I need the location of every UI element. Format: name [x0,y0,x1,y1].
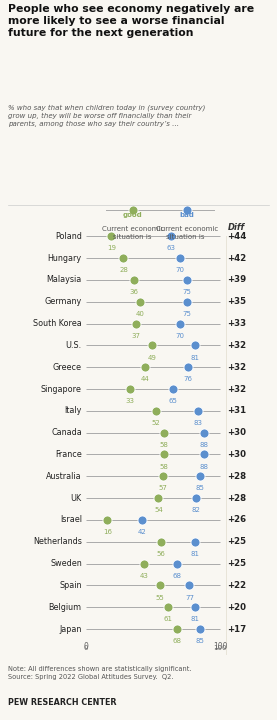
Text: Poland: Poland [55,232,82,240]
Text: 75: 75 [182,289,191,295]
Text: 19: 19 [107,246,116,251]
Text: 54: 54 [154,508,163,513]
Text: Germany: Germany [45,297,82,306]
Text: Hungary: Hungary [48,253,82,263]
Text: Note: All differences shown are statistically significant.
Source: Spring 2022 G: Note: All differences shown are statisti… [8,666,192,680]
Text: UK: UK [71,494,82,503]
Text: 49: 49 [147,354,156,361]
Text: 63: 63 [166,246,175,251]
Text: +32: +32 [227,363,246,372]
Text: 85: 85 [196,638,205,644]
Text: +31: +31 [227,406,246,415]
Text: 55: 55 [155,595,164,600]
Text: 28: 28 [119,267,128,274]
Text: 70: 70 [176,333,184,338]
Text: 65: 65 [169,398,178,404]
Text: +25: +25 [227,559,246,568]
Text: 0: 0 [84,645,88,652]
Text: 75: 75 [182,311,191,317]
Text: 81: 81 [190,551,199,557]
Text: Spain: Spain [59,581,82,590]
Text: 88: 88 [200,442,209,448]
Text: +25: +25 [227,537,246,546]
Text: 100: 100 [214,645,227,652]
Text: 42: 42 [138,529,147,535]
Text: +44: +44 [227,232,246,240]
Text: 68: 68 [173,572,182,579]
Text: Netherlands: Netherlands [33,537,82,546]
Text: People who see economy negatively are
more likely to see a worse financial
futur: People who see economy negatively are mo… [8,4,255,37]
Text: 43: 43 [139,572,148,579]
Text: 88: 88 [200,464,209,469]
Text: +30: +30 [227,450,246,459]
Text: +42: +42 [227,253,246,263]
Text: 56: 56 [157,551,166,557]
Text: Diff: Diff [228,223,245,232]
Text: 82: 82 [192,508,201,513]
Text: Belgium: Belgium [49,603,82,612]
Text: 76: 76 [184,377,193,382]
Text: Current economic
situation is: Current economic situation is [156,227,218,240]
Text: 61: 61 [163,616,172,622]
Text: 70: 70 [176,267,184,274]
Text: 81: 81 [190,354,199,361]
Text: 68: 68 [173,638,182,644]
Text: Italy: Italy [64,406,82,415]
Text: Malaysia: Malaysia [47,276,82,284]
Text: 83: 83 [193,420,202,426]
Text: +26: +26 [227,516,246,524]
Text: 0: 0 [83,642,88,651]
Text: 58: 58 [160,464,168,469]
Text: good: good [123,212,143,218]
Text: Australia: Australia [46,472,82,481]
Text: 44: 44 [141,377,149,382]
Text: +28: +28 [227,472,246,481]
Text: +20: +20 [227,603,246,612]
Text: +32: +32 [227,384,246,394]
Text: 36: 36 [130,289,139,295]
Text: +32: +32 [227,341,246,350]
Text: France: France [55,450,82,459]
Text: bad: bad [179,212,194,218]
Text: Japan: Japan [59,624,82,634]
Text: 58: 58 [160,442,168,448]
Text: +33: +33 [227,319,246,328]
Text: Canada: Canada [51,428,82,437]
Text: 57: 57 [158,485,167,492]
Text: South Korea: South Korea [33,319,82,328]
Text: +17: +17 [227,624,246,634]
Text: Current economic
situation is: Current economic situation is [102,227,164,240]
Text: +35: +35 [227,297,246,306]
Text: 37: 37 [131,333,140,338]
Text: 33: 33 [126,398,135,404]
Text: 100: 100 [213,642,228,651]
Text: Greece: Greece [53,363,82,372]
Text: 77: 77 [185,595,194,600]
Text: 52: 52 [152,420,160,426]
Text: 16: 16 [103,529,112,535]
Text: U.S.: U.S. [66,341,82,350]
Text: PEW RESEARCH CENTER: PEW RESEARCH CENTER [8,698,117,707]
Text: 85: 85 [196,485,205,492]
Bar [226,236,250,655]
Text: Singapore: Singapore [41,384,82,394]
Text: +28: +28 [227,494,246,503]
Text: 40: 40 [135,311,144,317]
Text: +39: +39 [227,276,246,284]
Text: 81: 81 [190,616,199,622]
Text: % who say that when children today in (survey country)
grow up, they will be wor: % who say that when children today in (s… [8,104,206,127]
Text: Israel: Israel [60,516,82,524]
Text: +22: +22 [227,581,246,590]
Text: +30: +30 [227,428,246,437]
Text: Sweden: Sweden [50,559,82,568]
